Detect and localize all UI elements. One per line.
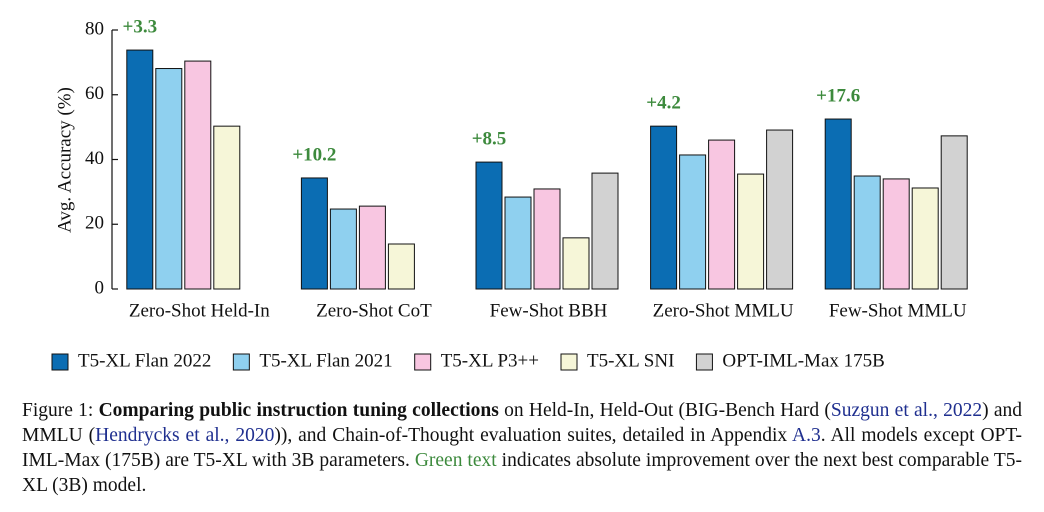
bar (475, 161, 503, 290)
legend-label: T5-XL Flan 2021 (259, 350, 392, 371)
annotation: +17.6 (816, 85, 860, 106)
caption-link[interactable]: A.3 (792, 425, 821, 446)
bar (126, 49, 154, 290)
bar (940, 135, 968, 290)
bar (504, 196, 532, 290)
x-tick-label: Few-Shot MMLU (829, 300, 967, 321)
bar (562, 237, 590, 290)
legend-swatch (232, 353, 250, 371)
legend-swatch (560, 353, 578, 371)
bar (679, 154, 707, 290)
bar (329, 208, 357, 290)
caption-plain: )), and Chain-of-Thought evaluation suit… (274, 425, 792, 446)
x-tick-label: Zero-Shot Held-In (129, 300, 270, 321)
caption-plain: on Held-In, Held-Out (BIG-Bench Hard ( (498, 400, 831, 421)
bar (853, 175, 881, 290)
bar (708, 139, 736, 290)
y-tick-label: 80 (85, 18, 104, 39)
annotation: +8.5 (472, 128, 507, 149)
caption-bold: Comparing public instruction tuning coll… (98, 400, 499, 421)
legend-label: OPT-IML-Max 175B (722, 350, 884, 371)
bar (591, 172, 619, 290)
legend-label: T5-XL Flan 2022 (78, 350, 211, 371)
x-tick-label: Zero-Shot MMLU (653, 300, 794, 321)
x-tick-label: Zero-Shot CoT (316, 300, 432, 321)
caption-plain: Figure 1: (22, 400, 99, 421)
caption-link[interactable]: Suzgun et al., 2022 (830, 400, 983, 421)
caption-link[interactable]: Hendrycks et al., 2020 (95, 425, 275, 446)
bar (766, 129, 794, 290)
y-axis-label: Avg. Accuracy (%) (54, 87, 75, 233)
bar (824, 118, 852, 290)
bar (300, 177, 328, 290)
legend-swatch (414, 353, 432, 371)
bar (911, 187, 939, 290)
bar (387, 243, 415, 290)
caption: Figure 1: Comparing public instruction t… (22, 398, 1022, 498)
annotation: +3.3 (123, 16, 158, 37)
bar (213, 125, 241, 290)
bar (737, 173, 765, 290)
y-tick-label: 0 (95, 277, 105, 298)
annotation: +4.2 (646, 93, 681, 114)
y-tick-label: 40 (85, 148, 104, 169)
caption-plain: ) and MMLU ( (22, 400, 1022, 446)
legend-swatch (695, 353, 713, 371)
legend-label: T5-XL SNI (587, 350, 674, 371)
caption-plain: indicates absolute improvement over the … (22, 450, 1022, 496)
bar (533, 188, 561, 290)
legend-label: T5-XL P3++ (441, 350, 539, 371)
chart: Avg. Accuracy (%) 0 20 40 60 80 Zero-Shot Hel… (51, 16, 968, 371)
y-tick-label: 20 (85, 213, 104, 234)
caption-plain: . All models except OPT-IML-Max (175B) a… (22, 425, 1022, 471)
y-tick-label: 60 (85, 83, 104, 104)
bar (184, 60, 212, 290)
legend-swatch (51, 353, 69, 371)
bar (358, 205, 386, 290)
bar (650, 125, 678, 290)
x-tick-label: Few-Shot BBH (490, 300, 608, 321)
bar (882, 178, 910, 290)
bar (155, 68, 183, 290)
annotation: +10.2 (292, 144, 336, 165)
caption-green: Green text (414, 450, 497, 471)
